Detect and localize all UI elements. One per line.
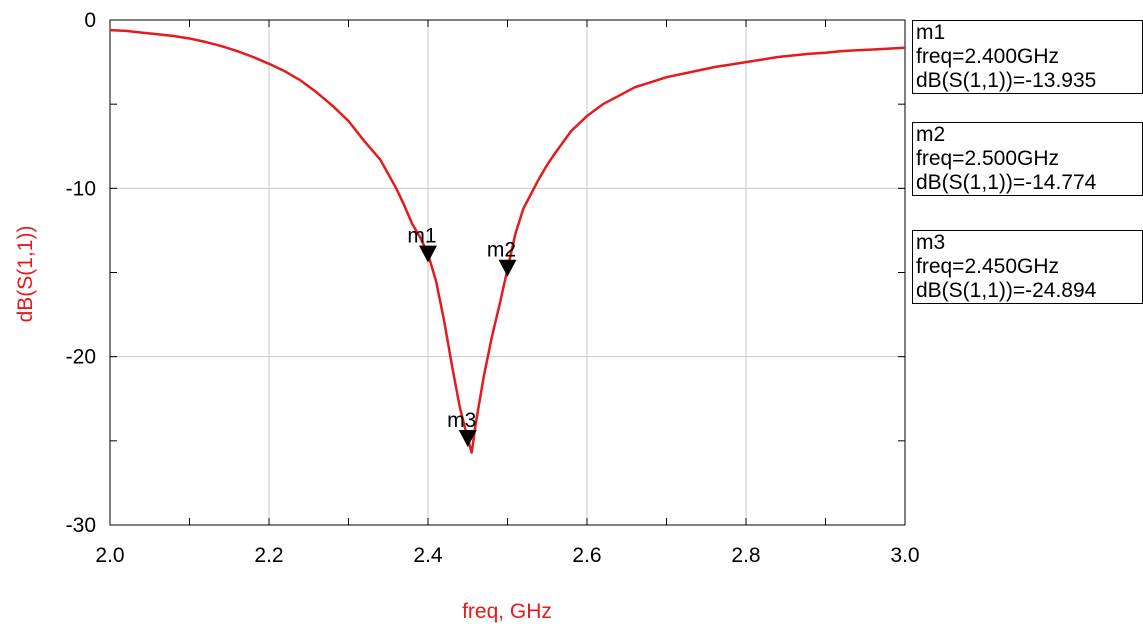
legend-name: m1: [913, 21, 1142, 45]
y-tick-label: -10: [66, 177, 96, 200]
x-axis-title: freq, GHz: [462, 600, 552, 623]
m1-marker-label: m1: [407, 225, 436, 248]
x-tick-label: 2.4: [413, 544, 443, 567]
legend-freq: freq=2.450GHz: [913, 255, 1142, 279]
m3-marker-label: m3: [447, 409, 476, 432]
y-axis-title: dB(S(1,1)): [14, 226, 37, 323]
m2-marker-icon[interactable]: [499, 260, 517, 277]
y-tick-labels: 0 -10 -20 -30: [66, 9, 96, 537]
marker-layer: m1 m2 m3: [407, 225, 516, 447]
x-tick-label: 2.2: [254, 544, 283, 567]
y-tick-label: 0: [84, 9, 96, 32]
x-tick-label: 3.0: [890, 544, 919, 567]
legend-freq: freq=2.500GHz: [913, 147, 1142, 171]
x-tick-labels: 2.0 2.2 2.4 2.6 2.8 3.0: [95, 544, 919, 567]
legend-box-m3[interactable]: m3 freq=2.450GHz dB(S(1,1))=-24.894: [912, 230, 1143, 304]
y-tick-label: -30: [66, 514, 96, 537]
y-tick-label: -20: [66, 346, 96, 369]
x-tick-label: 2.0: [95, 544, 124, 567]
legend-value: dB(S(1,1))=-14.774: [913, 171, 1142, 195]
legend-box-m1[interactable]: m1 freq=2.400GHz dB(S(1,1))=-13.935: [912, 20, 1143, 94]
m2-marker-label: m2: [487, 239, 516, 262]
legend-box-m2[interactable]: m2 freq=2.500GHz dB(S(1,1))=-14.774: [912, 122, 1143, 196]
x-tick-label: 2.6: [572, 544, 601, 567]
x-tick-label: 2.8: [731, 544, 760, 567]
legend-freq: freq=2.400GHz: [913, 45, 1142, 69]
legend-value: dB(S(1,1))=-13.935: [913, 69, 1142, 93]
m1-marker-icon[interactable]: [419, 246, 437, 263]
legend-name: m2: [913, 123, 1142, 147]
legend-name: m3: [913, 231, 1142, 255]
legend-value: dB(S(1,1))=-24.894: [913, 279, 1142, 303]
